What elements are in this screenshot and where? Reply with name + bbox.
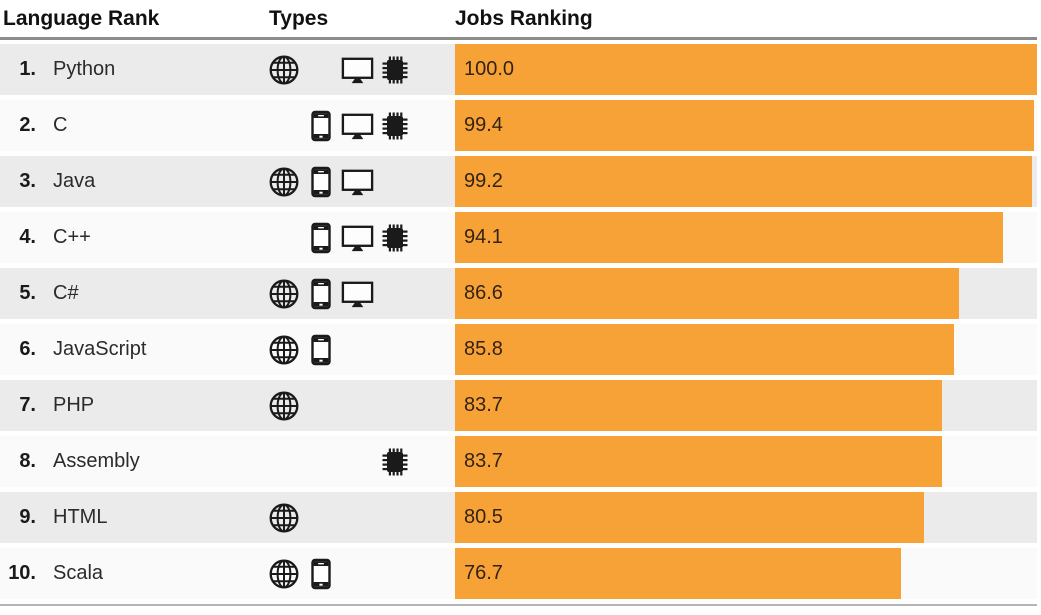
rank-label: 2.: [19, 114, 36, 136]
jobs-ranking-bar: 80.5: [455, 492, 924, 543]
desktop-monitor-icon: [339, 164, 376, 200]
jobs-ranking-bar: 99.2: [455, 156, 1032, 207]
mobile-phone-icon: [302, 220, 339, 256]
language-label: C: [53, 114, 68, 136]
mobile-phone-icon: [302, 332, 339, 368]
column-header-types[interactable]: Types: [269, 6, 329, 30]
rank-label: 6.: [19, 338, 36, 360]
table-row: 10. Scala: [0, 548, 1037, 599]
types-cell: [265, 220, 425, 256]
desktop-monitor-icon: [339, 108, 376, 144]
jobs-ranking-value: 100.0: [464, 58, 515, 80]
table-row: 5. C#: [0, 268, 1037, 319]
rank-label: 3.: [19, 170, 36, 192]
mobile-phone-icon: [302, 108, 339, 144]
mobile-phone-icon: [302, 276, 339, 312]
table-row: 2. C: [0, 100, 1037, 151]
jobs-ranking-value: 76.7: [464, 562, 503, 584]
desktop-monitor-icon: [339, 52, 376, 88]
jobs-ranking-value: 86.6: [464, 282, 503, 304]
language-label: Assembly: [53, 450, 140, 472]
language-label: Python: [53, 58, 116, 80]
jobs-ranking-value: 80.5: [464, 506, 503, 528]
table-header-row: Language Rank Types Jobs Ranking: [0, 0, 1037, 40]
column-header-jobs-ranking[interactable]: Jobs Ranking: [455, 6, 593, 30]
rank-label: 7.: [19, 394, 36, 416]
table-row: 8. Assembly: [0, 436, 1037, 487]
embedded-chip-icon: [376, 52, 413, 88]
web-globe-icon: [265, 388, 302, 424]
rank-label: 4.: [19, 226, 36, 248]
jobs-ranking-bar: 100.0: [455, 44, 1037, 95]
jobs-ranking-value: 94.1: [464, 226, 503, 248]
embedded-chip-icon: [376, 220, 413, 256]
types-cell: [265, 500, 425, 536]
jobs-ranking-value: 83.7: [464, 450, 503, 472]
desktop-monitor-icon: [339, 220, 376, 256]
jobs-ranking-bar: 99.4: [455, 100, 1034, 151]
types-cell: [265, 164, 425, 200]
column-header-language-rank[interactable]: Language Rank: [3, 6, 160, 30]
web-globe-icon: [265, 276, 302, 312]
mobile-phone-icon: [302, 556, 339, 592]
web-globe-icon: [265, 52, 302, 88]
types-cell: [265, 332, 425, 368]
embedded-chip-icon: [376, 108, 413, 144]
jobs-ranking-value: 99.2: [464, 170, 503, 192]
jobs-ranking-bar: 83.7: [455, 436, 942, 487]
desktop-monitor-icon: [339, 276, 376, 312]
rank-label: 1.: [19, 58, 36, 80]
web-globe-icon: [265, 500, 302, 536]
table-row: 3. Java: [0, 156, 1037, 207]
table-bottom-rule: [0, 604, 1037, 606]
language-label: Scala: [53, 562, 104, 584]
language-label: PHP: [53, 394, 95, 416]
types-cell: [265, 276, 425, 312]
table-row: 9. HTML: [0, 492, 1037, 543]
table-row: 4. C++: [0, 212, 1037, 263]
types-cell: [265, 52, 425, 88]
jobs-ranking-bar: 85.8: [455, 324, 954, 375]
jobs-ranking-bar: 76.7: [455, 548, 901, 599]
language-label: HTML: [53, 506, 108, 528]
mobile-phone-icon: [302, 164, 339, 200]
language-label: C#: [53, 282, 79, 304]
rank-label: 9.: [19, 506, 36, 528]
web-globe-icon: [265, 164, 302, 200]
table-row: 6. JavaScript: [0, 324, 1037, 375]
jobs-ranking-value: 99.4: [464, 114, 503, 136]
rank-label: 8.: [19, 450, 36, 472]
language-label: C++: [53, 226, 91, 248]
jobs-ranking-value: 85.8: [464, 338, 503, 360]
jobs-ranking-value: 83.7: [464, 394, 503, 416]
rank-label: 10.: [8, 562, 36, 584]
jobs-ranking-bar: 83.7: [455, 380, 942, 431]
web-globe-icon: [265, 332, 302, 368]
web-globe-icon: [265, 556, 302, 592]
table-row: 7. PHP: [0, 380, 1037, 431]
jobs-ranking-bar: 86.6: [455, 268, 959, 319]
types-cell: [265, 444, 425, 480]
rank-label: 5.: [19, 282, 36, 304]
types-cell: [265, 556, 425, 592]
types-cell: [265, 388, 425, 424]
types-cell: [265, 108, 425, 144]
language-label: JavaScript: [53, 338, 147, 360]
language-label: Java: [53, 170, 96, 192]
jobs-ranking-bar: 94.1: [455, 212, 1003, 263]
table-body: 1. Python: [0, 40, 1041, 599]
table-row: 1. Python: [0, 44, 1037, 95]
embedded-chip-icon: [376, 444, 413, 480]
